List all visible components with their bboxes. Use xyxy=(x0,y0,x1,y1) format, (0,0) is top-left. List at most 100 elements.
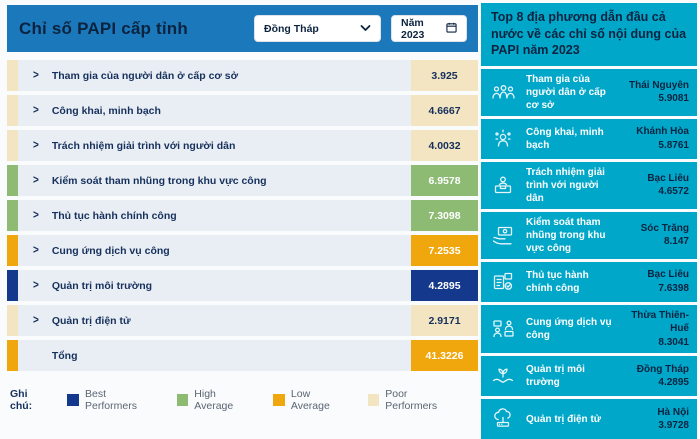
row-value: 4.6667 xyxy=(411,95,478,126)
legend-item-label: Low Average xyxy=(290,388,330,412)
row-label: Cung ứng dịch vụ công xyxy=(51,244,170,257)
top8-item-province: Thừa Thiên-Huế xyxy=(631,309,689,335)
top8-item: Công khai, minh bạch Khánh Hòa 5.8761 xyxy=(481,118,697,159)
row-tier-stripe xyxy=(7,95,18,126)
row-tier-stripe xyxy=(7,305,18,336)
top8-item-province: Bạc Liêu xyxy=(647,172,689,184)
row-label: Thủ tục hành chính công xyxy=(51,209,177,222)
top8-item-value: 5.8761 xyxy=(658,139,689,151)
legend-item: Best Performers xyxy=(67,388,158,412)
chevron-right-icon: > xyxy=(33,173,39,188)
chevron-right-icon: > xyxy=(33,103,39,118)
chevron-right-icon: > xyxy=(33,278,39,293)
calendar-icon xyxy=(446,22,457,36)
top8-item: Thủ tục hành chính công Bạc Liêu 7.6398 xyxy=(481,261,697,302)
top8-item-label: Thủ tục hành chính công xyxy=(526,269,589,294)
papi-province-panel: Chỉ số PAPI cấp tỉnh Đồng Tháp Năm 2023 … xyxy=(7,5,478,412)
legend-item: High Average xyxy=(176,388,256,412)
row-value: 4.2895 xyxy=(411,270,478,301)
top8-item-province: Thái Nguyên xyxy=(628,79,689,91)
hands-plant-icon xyxy=(487,364,519,388)
chevron-down-icon xyxy=(360,23,371,35)
legend-color-swatch xyxy=(367,394,380,406)
legend-item-label: Best Performers xyxy=(85,388,137,412)
top8-item: Trách nhiệm giải trình với người dân Bạc… xyxy=(481,161,697,209)
indicator-row[interactable]: > Trách nhiệm giải trình với người dân 4… xyxy=(7,130,478,161)
row-tier-stripe xyxy=(7,270,18,301)
row-value: 2.9171 xyxy=(411,305,478,336)
row-tier-stripe xyxy=(7,165,18,196)
top8-item: Kiểm soát tham nhũng trong khu vực công … xyxy=(481,211,697,259)
year-select[interactable]: Năm 2023 xyxy=(391,15,467,42)
row-value: 6.9578 xyxy=(411,165,478,196)
top8-item: Cung ứng dịch vụ công Thừa Thiên-Huế 8.3… xyxy=(481,304,697,353)
indicator-row[interactable]: > Quản trị môi trường 4.2895 xyxy=(7,270,478,301)
row-value: 7.3098 xyxy=(411,200,478,231)
row-label: Công khai, minh bạch xyxy=(51,104,161,117)
indicator-row[interactable]: > Cung ứng dịch vụ công 7.2535 xyxy=(7,235,478,266)
page-title: Chỉ số PAPI cấp tỉnh xyxy=(19,18,188,38)
top8-item-value: 8.3041 xyxy=(658,336,689,348)
indicator-row[interactable]: > Kiểm soát tham nhũng trong khu vực côn… xyxy=(7,165,478,196)
indicator-row[interactable]: > Tham gia của người dân ở cấp cơ sở 3.9… xyxy=(7,60,478,91)
top8-item-province: Đồng Tháp xyxy=(636,363,689,375)
hand-money-icon xyxy=(487,223,519,247)
chevron-right-icon: > xyxy=(33,313,39,328)
top8-item: Tham gia của người dân ở cấp cơ sở Thái … xyxy=(481,68,697,116)
row-label: Quản trị điện tử xyxy=(51,314,131,327)
indicator-row[interactable]: > Công khai, minh bạch 4.6667 xyxy=(7,95,478,126)
legend-item: Low Average xyxy=(273,388,349,412)
accountability-desk-icon xyxy=(487,173,519,197)
top8-item-label: Tham gia của người dân ở cấp cơ sở xyxy=(526,73,606,111)
indicator-row[interactable]: > Thủ tục hành chính công 7.3098 xyxy=(7,200,478,231)
top8-item-label: Cung ứng dịch vụ công xyxy=(526,316,612,341)
top8-item-province: Sóc Trăng xyxy=(640,222,689,234)
chevron-right-icon: > xyxy=(33,138,39,153)
people-group-icon xyxy=(487,80,519,104)
top8-item-value: 8.147 xyxy=(663,236,689,247)
row-label: Tham gia của người dân ở cấp cơ sở xyxy=(51,69,239,82)
legend-title: Ghi chú: xyxy=(10,388,33,412)
top8-item-label: Trách nhiệm giải trình với người dân xyxy=(526,166,605,204)
top8-item-label: Kiểm soát tham nhũng trong khu vực công xyxy=(526,216,606,254)
row-value: 7.2535 xyxy=(411,235,478,266)
indicator-row: > Tổng 41.3226 xyxy=(7,340,478,371)
indicator-row[interactable]: > Quản trị điện tử 2.9171 xyxy=(7,305,478,336)
row-value: 3.925 xyxy=(411,60,478,91)
top8-item-label: Quản trị điện tử xyxy=(526,413,602,425)
top8-item: Quản trị điện tử Hà Nội 3.9728 xyxy=(481,399,697,439)
legend-color-swatch xyxy=(67,394,80,406)
documents-check-icon xyxy=(487,270,519,294)
top8-item-value: 3.9728 xyxy=(658,420,689,431)
top8-item: Quản trị môi trường Đồng Tháp 4.2895 xyxy=(481,356,697,396)
panel-header: Chỉ số PAPI cấp tỉnh Đồng Tháp Năm 2023 xyxy=(7,5,478,52)
row-value: 41.3226 xyxy=(411,340,478,371)
row-value: 4.0032 xyxy=(411,130,478,161)
legend-item-label: High Average xyxy=(194,388,234,412)
top8-item-value: 4.2895 xyxy=(658,377,689,388)
top8-panel-title: Top 8 địa phương dẫn đầu cả nước về các … xyxy=(481,3,697,66)
top8-item-province: Hà Nội xyxy=(657,406,689,418)
province-select-value: Đồng Tháp xyxy=(264,22,319,35)
transparency-person-icon xyxy=(487,127,519,151)
legend-item: Poor Performers xyxy=(367,388,460,412)
province-select[interactable]: Đồng Tháp xyxy=(254,15,381,42)
row-label: Trách nhiệm giải trình với người dân xyxy=(51,139,236,152)
public-services-icon xyxy=(487,317,519,341)
row-label: Tổng xyxy=(51,349,78,362)
row-tier-stripe xyxy=(7,340,18,371)
chevron-right-icon: > xyxy=(33,243,39,258)
legend-item-label: Poor Performers xyxy=(385,388,438,412)
top8-item-province: Khánh Hòa xyxy=(636,126,689,137)
chevron-right-icon: > xyxy=(33,68,39,83)
top8-item-value: 7.6398 xyxy=(658,282,689,294)
row-tier-stripe xyxy=(7,60,18,91)
top8-item-label: Quản trị môi trường xyxy=(526,364,585,388)
cloud-server-icon xyxy=(487,407,519,431)
row-tier-stripe xyxy=(7,235,18,266)
top8-item-province: Bạc Liêu xyxy=(647,269,689,280)
year-select-value: Năm 2023 xyxy=(401,16,425,41)
indicator-rows: > Tham gia của người dân ở cấp cơ sở 3.9… xyxy=(7,60,478,371)
top8-item-value: 4.6572 xyxy=(658,186,689,197)
top8-panel: Top 8 địa phương dẫn đầu cả nước về các … xyxy=(481,3,697,439)
